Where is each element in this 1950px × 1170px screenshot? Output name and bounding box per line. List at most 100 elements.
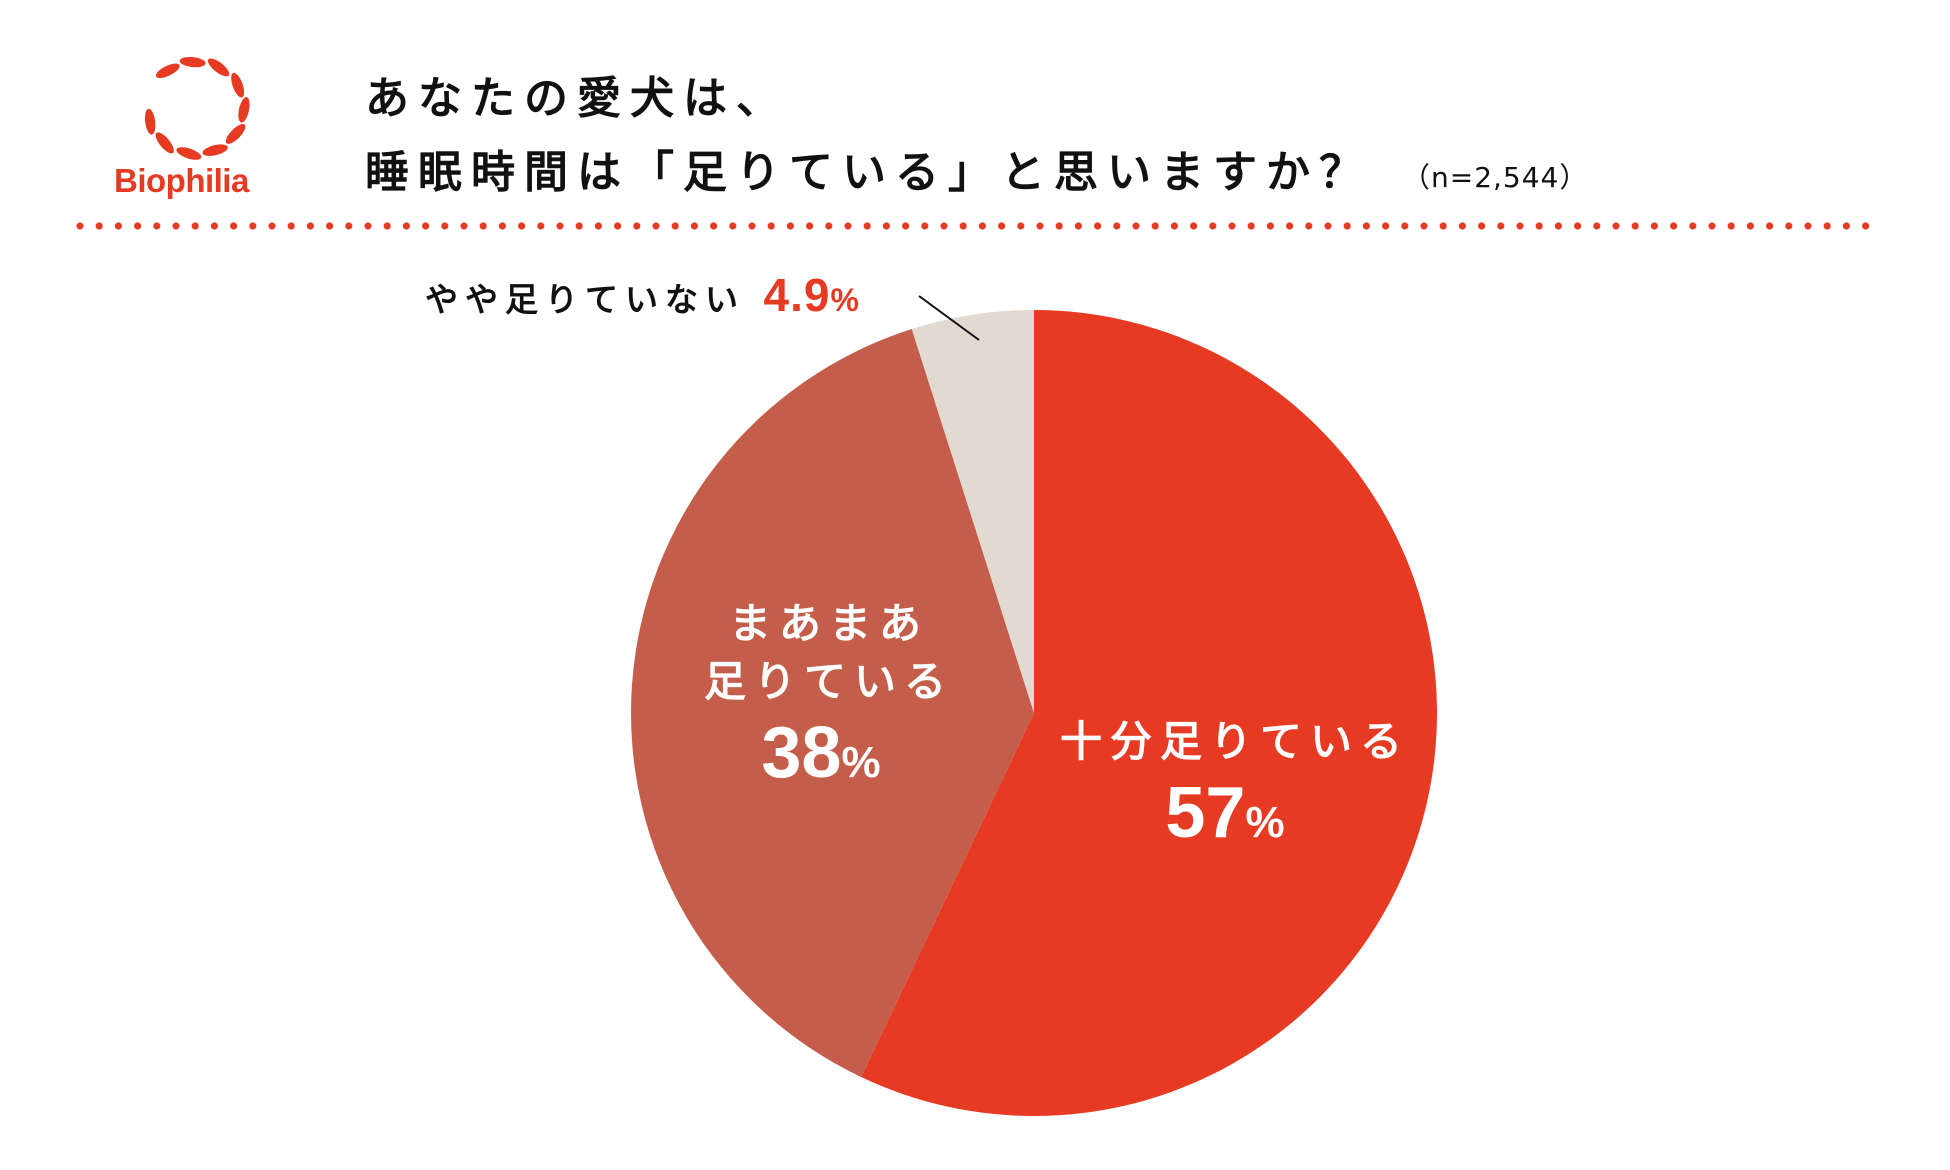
divider-dot	[844, 222, 852, 230]
divider-dot	[1362, 222, 1370, 230]
divider-dot	[1439, 222, 1447, 230]
divider-dot	[652, 222, 660, 230]
divider-dot	[690, 222, 699, 230]
leaf-shape	[179, 56, 206, 68]
divider-dot	[1401, 222, 1409, 230]
divider-dot	[326, 222, 334, 230]
divider-dot	[786, 222, 795, 230]
divider-dot	[1823, 222, 1831, 230]
divider-dot	[1382, 222, 1390, 230]
divider-dot	[95, 222, 103, 230]
divider-dot	[114, 222, 122, 230]
laurel-wreath-icon	[144, 56, 250, 160]
divider-dot	[1151, 222, 1159, 230]
divider-dot	[268, 222, 276, 230]
divider-dot	[671, 222, 679, 230]
divider-dot	[1689, 222, 1697, 230]
leaf-shape	[155, 132, 174, 154]
divider-dot	[287, 222, 295, 230]
divider-dot	[902, 222, 910, 230]
divider-dot	[1036, 222, 1044, 230]
leaf-shape	[202, 144, 228, 156]
divider-dot	[998, 222, 1006, 230]
divider-dot	[1132, 222, 1140, 230]
divider-dot	[1343, 222, 1351, 230]
leaf-shape	[155, 63, 180, 79]
divider-dot	[1113, 222, 1121, 230]
title-text: 睡眠時間は「足りている」と思いますか？	[365, 147, 1372, 198]
divider-dot	[1247, 222, 1255, 230]
divider-dot	[978, 222, 987, 230]
divider-dot	[863, 222, 871, 230]
divider-dot	[1574, 222, 1582, 230]
leaf-shape	[231, 72, 245, 98]
sample-size: （n=2,544）	[1402, 161, 1589, 194]
leaf-shape	[144, 108, 156, 135]
divider-dot	[1650, 222, 1658, 230]
divider-dot	[1190, 222, 1198, 230]
divider-dot	[134, 222, 142, 230]
slice-label-1: 十分足りている	[1059, 717, 1411, 766]
divider-dot	[1074, 222, 1082, 230]
leaf-shape	[238, 97, 250, 123]
leader-line	[918, 295, 980, 341]
divider-dot	[191, 222, 199, 230]
divider-dot	[633, 222, 641, 230]
divider-dot	[1497, 222, 1505, 230]
divider-dot	[940, 222, 948, 230]
divider-dot	[460, 222, 468, 230]
divider-dot	[1228, 222, 1236, 230]
divider-dot	[614, 222, 622, 230]
divider-dot	[1670, 222, 1678, 230]
divider-dot	[364, 222, 372, 230]
divider-dot	[594, 222, 603, 230]
divider-dot	[1554, 222, 1562, 230]
divider-dot	[1055, 222, 1063, 230]
divider-dot	[479, 222, 487, 230]
divider-dot	[345, 222, 353, 230]
divider-dot	[402, 222, 410, 230]
divider-dot	[1266, 222, 1274, 230]
divider-dot	[498, 222, 506, 230]
divider-dot	[1708, 222, 1716, 230]
divider-dot	[767, 222, 775, 230]
divider-dot	[806, 222, 814, 230]
leaf-shape	[207, 58, 230, 77]
divider-dot	[210, 222, 218, 230]
divider-dot	[537, 222, 545, 230]
divider-dot	[1458, 222, 1466, 230]
divider-dot	[1785, 222, 1793, 230]
divider-dot	[1746, 222, 1754, 230]
divider-dot	[1862, 222, 1870, 230]
divider-dot	[959, 222, 967, 230]
divider-dot	[249, 222, 257, 230]
divider-dot	[556, 222, 564, 230]
slice-value-1: 57%	[1165, 773, 1285, 853]
divider-dot	[1804, 222, 1812, 230]
divider-dot	[921, 222, 929, 230]
divider-dot	[1209, 222, 1217, 230]
pie-slice-1	[861, 310, 1437, 1116]
pie-slice-2	[630, 328, 1034, 1078]
divider-dot	[1305, 222, 1313, 230]
logo	[118, 50, 278, 200]
divider-dot	[1017, 222, 1025, 230]
divider-dot	[748, 222, 756, 230]
divider-dot	[422, 222, 430, 230]
divider-dot	[1766, 222, 1774, 230]
divider-dot	[1170, 222, 1178, 230]
divider-dot	[1535, 222, 1543, 230]
divider-dot	[1727, 222, 1735, 230]
divider-dot	[825, 222, 833, 230]
divider-dot	[1478, 222, 1486, 230]
divider-dot	[1516, 222, 1524, 230]
divider-dot	[1094, 222, 1102, 230]
divider-dot	[575, 222, 583, 230]
divider-dot	[230, 222, 238, 230]
divider-dot	[729, 222, 737, 230]
divider-dot	[882, 222, 891, 230]
divider-dot	[383, 222, 391, 230]
slice-label-2-line2: 足りている	[703, 657, 955, 706]
divider-dot	[1286, 222, 1294, 230]
